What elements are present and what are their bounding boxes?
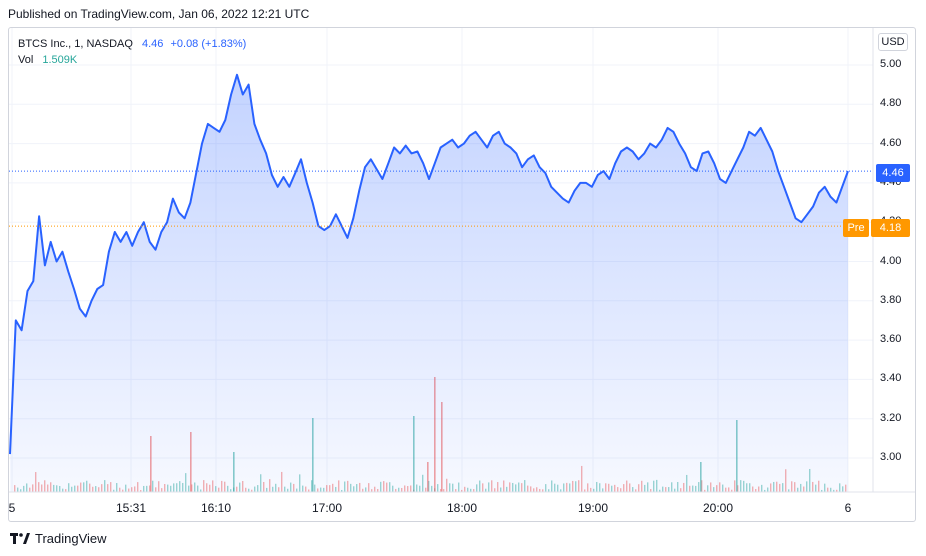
price-axis-tick: 3.80 xyxy=(880,293,902,306)
chart-legend: BTCS Inc., 1, NASDAQ 4.46 +0.08 (+1.83%)… xyxy=(18,36,246,68)
chart-frame xyxy=(8,27,916,522)
time-axis-tick: 19:00 xyxy=(577,501,609,515)
time-axis-tick: 18:00 xyxy=(446,501,478,515)
time-axis-tick: 17:00 xyxy=(311,501,343,515)
price-axis-tick: 4.80 xyxy=(880,97,902,110)
premarket-label: Pre xyxy=(843,219,869,237)
price-line xyxy=(9,73,849,455)
time-axis-tick: 6 xyxy=(844,501,852,515)
tradingview-logo-icon xyxy=(10,532,30,544)
symbol-label[interactable]: BTCS Inc., 1, NASDAQ xyxy=(18,38,133,50)
price-axis-tick: 4.00 xyxy=(880,254,902,267)
time-axis-tick: 5 xyxy=(8,501,16,515)
premarket-price-tag: 4.18 xyxy=(871,219,910,237)
price-axis-tick: 5.00 xyxy=(880,58,902,70)
price-axis-tick: 4.60 xyxy=(880,136,902,149)
last-price-value: 4.46 xyxy=(141,38,164,50)
last-price-tag: 4.46 xyxy=(876,164,910,182)
currency-button[interactable]: USD xyxy=(878,33,908,51)
price-axis-tick: 3.00 xyxy=(880,451,902,463)
price-axis-tick: 3.20 xyxy=(880,411,902,424)
volume-value: 1.509K xyxy=(42,54,78,66)
time-axis-tick: 15:31 xyxy=(115,501,147,515)
price-change-value: +0.08 (+1.83%) xyxy=(170,38,247,50)
published-caption: Published on TradingView.com, Jan 06, 20… xyxy=(8,7,310,21)
time-axis-tick: 16:10 xyxy=(200,501,232,515)
tradingview-logo[interactable]: TradingView xyxy=(10,531,107,546)
volume-label[interactable]: Vol xyxy=(18,54,34,66)
price-axis-tick: 3.60 xyxy=(880,333,902,346)
tradingview-logo-text: TradingView xyxy=(35,531,107,546)
price-area-fill xyxy=(10,74,848,493)
time-axis-tick: 20:00 xyxy=(702,501,734,515)
price-axis-tick: 3.40 xyxy=(880,372,902,385)
